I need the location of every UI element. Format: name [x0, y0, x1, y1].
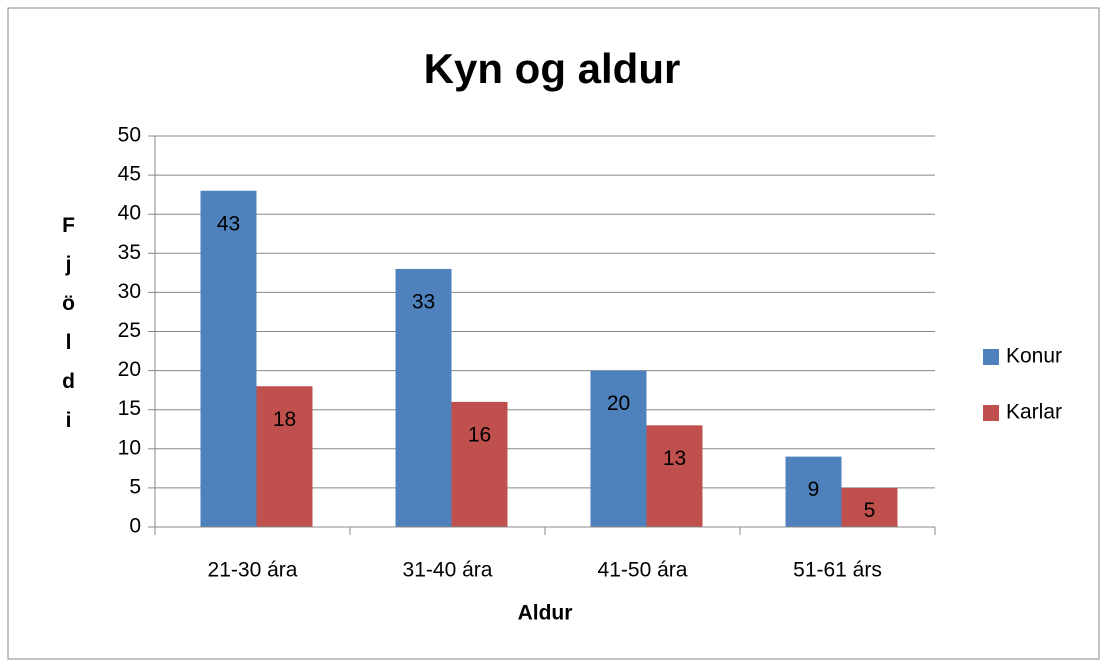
x-tick-label: 41-50 ára	[598, 559, 688, 582]
x-tick-label: 51-61 árs	[793, 559, 882, 582]
y-tick-label: 5	[129, 475, 141, 498]
bar	[200, 190, 257, 528]
y-tick-label: 45	[118, 163, 141, 186]
y-tick-label: 35	[118, 241, 141, 264]
data-label: 13	[663, 447, 686, 470]
y-tick-label: 40	[118, 202, 141, 225]
chart-border	[7, 7, 1100, 660]
data-label: 5	[864, 499, 876, 522]
data-label: 18	[273, 408, 296, 431]
data-label: 16	[468, 423, 491, 446]
bar	[590, 370, 647, 527]
legend-label: Karlar	[1006, 401, 1062, 424]
bar	[785, 456, 842, 527]
bar	[256, 386, 313, 527]
legend-swatch	[983, 405, 999, 421]
y-axis-label: Fjöldi	[57, 214, 80, 448]
y-tick-label: 0	[129, 515, 141, 538]
y-tick-label: 25	[118, 319, 141, 342]
bar	[646, 425, 703, 527]
x-tick-label: 31-40 ára	[403, 559, 493, 582]
x-tick-label: 21-30 ára	[208, 559, 298, 582]
x-axis-label: Aldur	[518, 602, 573, 625]
data-label: 20	[607, 392, 630, 415]
y-tick-label: 20	[118, 358, 141, 381]
chart-title: Kyn og aldur	[424, 45, 681, 92]
y-tick-label: 15	[118, 397, 141, 420]
bar	[395, 268, 452, 527]
data-label: 43	[217, 212, 240, 235]
y-tick-label: 50	[118, 124, 141, 147]
legend-swatch	[983, 349, 999, 365]
legend-label: Konur	[1006, 345, 1062, 368]
bar	[451, 401, 508, 527]
data-label: 33	[412, 290, 435, 313]
data-label: 9	[808, 478, 820, 501]
y-tick-label: 10	[118, 436, 141, 459]
bar	[841, 487, 898, 527]
y-tick-label: 30	[118, 280, 141, 303]
